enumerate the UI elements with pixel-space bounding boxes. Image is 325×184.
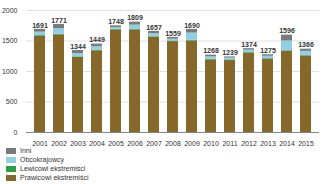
- svg-text:1809: 1809: [127, 14, 143, 21]
- svg-text:500: 500: [6, 98, 18, 105]
- svg-text:0: 0: [14, 129, 18, 136]
- svg-text:2012: 2012: [241, 140, 257, 146]
- svg-text:1366: 1366: [298, 41, 314, 48]
- svg-text:1500: 1500: [2, 37, 18, 44]
- svg-text:2007: 2007: [146, 140, 162, 146]
- svg-text:1449: 1449: [89, 36, 105, 43]
- svg-text:2008: 2008: [165, 140, 181, 146]
- svg-text:2011: 2011: [222, 140, 237, 146]
- svg-text:2000: 2000: [2, 7, 18, 14]
- svg-text:1657: 1657: [146, 24, 162, 31]
- svg-text:2014: 2014: [279, 140, 295, 146]
- svg-text:1000: 1000: [2, 68, 18, 75]
- svg-text:2001: 2001: [32, 140, 48, 146]
- svg-text:1374: 1374: [241, 41, 257, 48]
- svg-text:2003: 2003: [70, 140, 86, 146]
- svg-text:1268: 1268: [203, 47, 219, 54]
- svg-text:1690: 1690: [184, 22, 200, 29]
- svg-text:2010: 2010: [203, 140, 219, 146]
- svg-text:1748: 1748: [108, 18, 124, 25]
- svg-text:2009: 2009: [184, 140, 200, 146]
- svg-text:2013: 2013: [260, 140, 276, 146]
- svg-text:2004: 2004: [89, 140, 105, 146]
- html-text:Obcokrajowcy: Obcokrajowcy: [20, 156, 64, 163]
- html-text:Inni: Inni: [20, 147, 32, 154]
- html-text:Lewicowi ekstremiści: Lewicowi ekstremiści: [20, 165, 86, 172]
- svg-text:2015: 2015: [298, 140, 314, 146]
- svg-text:1239: 1239: [222, 49, 238, 56]
- svg-text:1596: 1596: [279, 27, 295, 34]
- svg-text:2005: 2005: [108, 140, 124, 146]
- html-text:Prawicowi ekstremiści: Prawicowi ekstremiści: [20, 174, 89, 181]
- svg-text:1275: 1275: [260, 47, 276, 54]
- svg-text:1771: 1771: [51, 17, 67, 24]
- svg-text:1691: 1691: [32, 22, 48, 29]
- svg-text:2006: 2006: [127, 140, 143, 146]
- svg-text:2002: 2002: [51, 140, 67, 146]
- svg-text:1559: 1559: [165, 30, 181, 37]
- svg-text:1344: 1344: [70, 43, 86, 50]
